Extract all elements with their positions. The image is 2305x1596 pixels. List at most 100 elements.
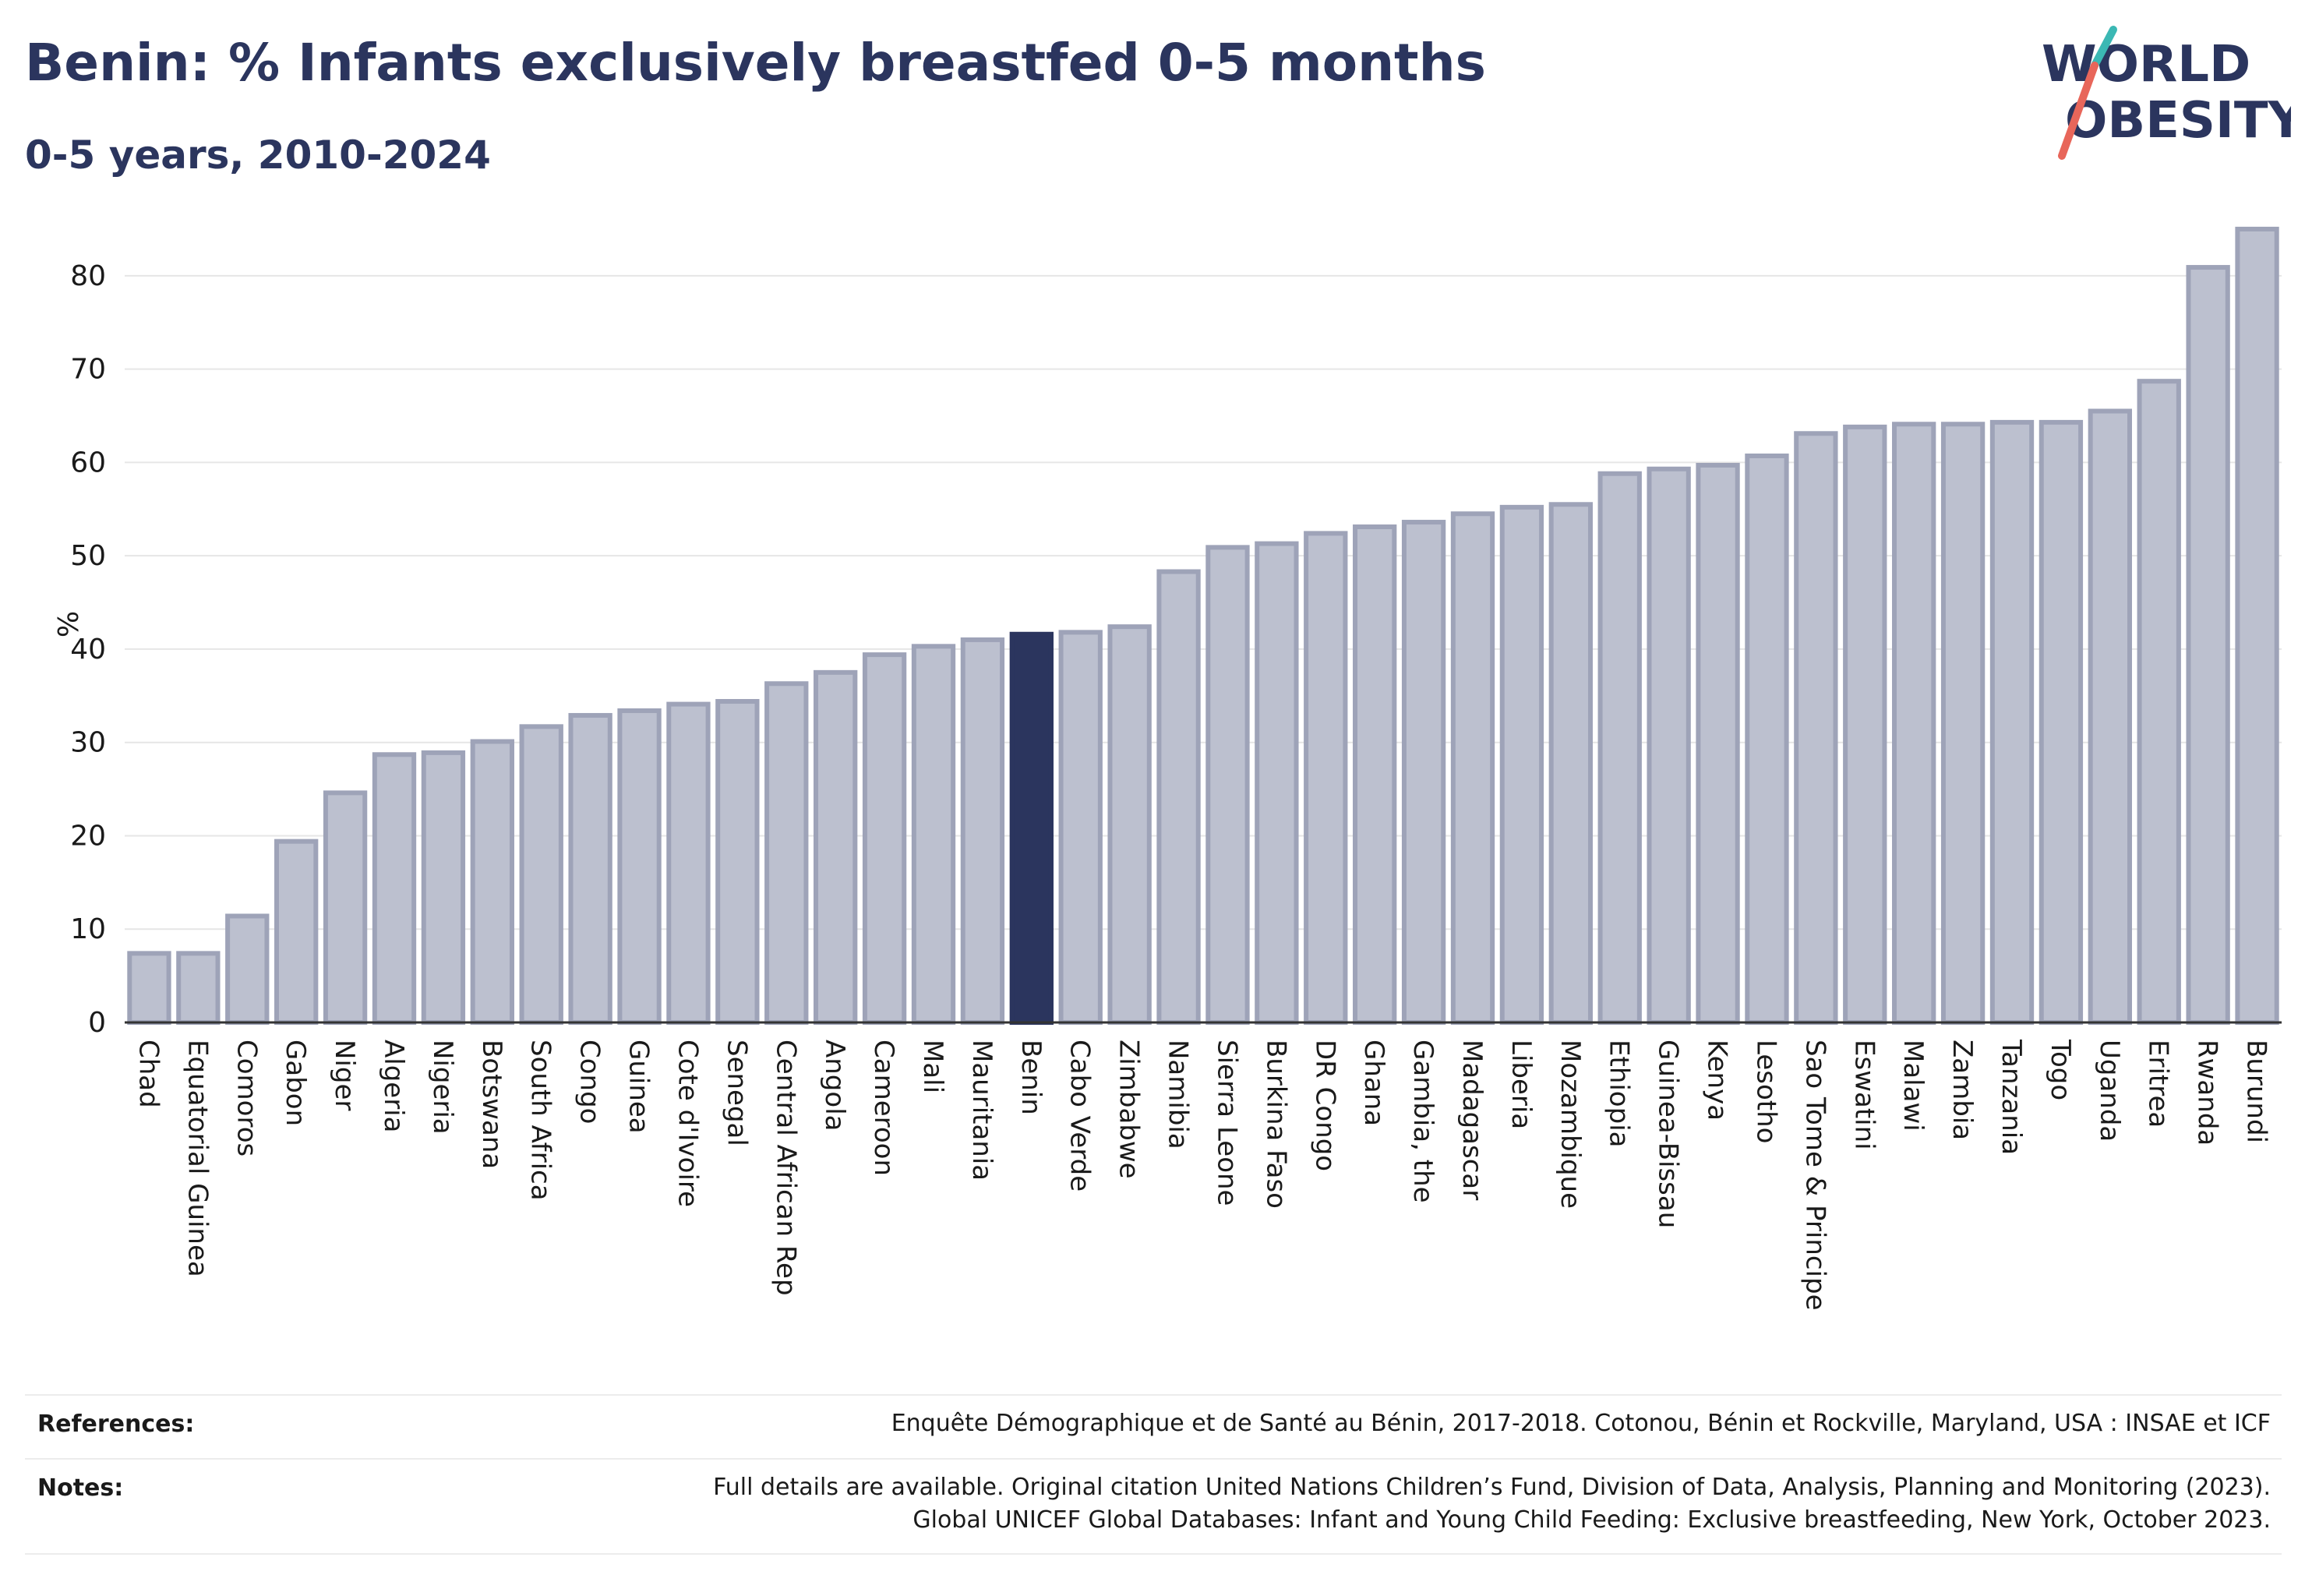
bar	[1058, 630, 1103, 1025]
x-tick-label: Eswatini	[1848, 1040, 1880, 1150]
bar	[470, 739, 514, 1025]
notes-line-2: Global UNICEF Global Databases: Infant a…	[912, 1506, 2271, 1534]
bar	[1548, 502, 1593, 1025]
y-tick-label: 0	[88, 1007, 106, 1039]
bar	[372, 752, 417, 1025]
bar	[1892, 422, 1936, 1025]
bar	[519, 724, 563, 1025]
x-tick-label: Togo	[2045, 1039, 2076, 1100]
x-tick-label: Sierra Leone	[1211, 1040, 1242, 1206]
x-tick-label: Namibia	[1163, 1040, 1194, 1149]
x-tick-label: Tanzania	[1996, 1039, 2027, 1155]
bar	[1499, 504, 1544, 1025]
bar	[421, 750, 466, 1025]
bar	[1255, 541, 1299, 1025]
x-tick-label: Rwanda	[2192, 1040, 2223, 1146]
y-tick-label: 80	[70, 260, 106, 292]
bar	[814, 669, 858, 1025]
notes-text: Full details are available. Original cit…	[713, 1471, 2271, 1537]
references-text: Enquête Démographique et de Santé au Bén…	[891, 1410, 2271, 1437]
bar	[568, 712, 612, 1025]
bar	[1647, 466, 1691, 1025]
bar	[1205, 545, 1250, 1025]
bar	[666, 701, 711, 1025]
footer-rule-bottom	[25, 1553, 2282, 1555]
logo-line1: WORLD	[2042, 36, 2250, 94]
x-tick-label: Mozambique	[1555, 1040, 1586, 1209]
bar	[764, 681, 809, 1025]
logo-slash-red	[2058, 62, 2099, 160]
bar	[1597, 471, 1642, 1025]
x-tick-label: Mali	[917, 1040, 948, 1093]
x-tick-label: Guinea-Bissau	[1653, 1040, 1684, 1228]
x-tick-label: Congo	[574, 1040, 605, 1124]
x-tick-label: Niger	[329, 1040, 360, 1110]
chart-subtitle: 0-5 years, 2010-2024	[25, 132, 491, 178]
x-tick-label: Sao Tome & Principe	[1799, 1040, 1830, 1311]
x-tick-label: Uganda	[2094, 1040, 2125, 1142]
bar	[1107, 624, 1152, 1025]
y-tick-label: 50	[70, 540, 106, 572]
bar	[274, 839, 319, 1026]
bar	[2235, 226, 2279, 1025]
bar	[1156, 569, 1201, 1025]
x-tick-label: Nigeria	[427, 1040, 458, 1135]
bar-chart: 0 10 20 30 40 50 60 70 80% Chad Equatorial Guinea C…	[51, 226, 2282, 1311]
world-obesity-logo: WORLD OBESITY	[2042, 26, 2291, 160]
y-tick-label: 60	[70, 447, 106, 478]
x-tick-label: Liberia	[1505, 1040, 1537, 1129]
x-tick-label: Central African Rep	[770, 1040, 801, 1296]
y-tick-label: 20	[70, 820, 106, 852]
x-tick-label: Gabon	[280, 1040, 311, 1126]
y-tick-label: 70	[70, 354, 106, 386]
bar	[2137, 379, 2181, 1025]
bar	[1401, 520, 1446, 1025]
x-tick-label: Eritrea	[2143, 1040, 2174, 1128]
x-tick-label: Guinea	[623, 1040, 655, 1134]
chart-title: Benin: % Infants exclusively breastfed 0…	[25, 33, 1486, 93]
x-tick-label: Ethiopia	[1604, 1040, 1635, 1147]
bar	[617, 708, 662, 1026]
y-tick-label: 40	[70, 634, 106, 666]
x-tick-label: Kenya	[1702, 1040, 1733, 1121]
x-tick-label: Lesotho	[1750, 1040, 1781, 1143]
x-tick-label: Ghana	[1358, 1040, 1389, 1126]
bar	[1794, 431, 1838, 1025]
bar	[1009, 631, 1054, 1026]
x-tick-label: Mauritania	[966, 1040, 997, 1181]
x-tick-label: Cabo Verde	[1064, 1040, 1096, 1192]
bar	[2186, 265, 2230, 1026]
x-tick-label: Madagascar	[1456, 1040, 1488, 1200]
logo-slash-teal	[2091, 26, 2117, 69]
bar	[2038, 419, 2084, 1025]
bar	[1989, 419, 2035, 1025]
bar	[862, 652, 907, 1026]
bar	[1450, 511, 1495, 1025]
bar	[715, 698, 760, 1025]
x-tick-label: Benin	[1015, 1040, 1047, 1115]
y-tick-label: 30	[70, 727, 106, 759]
x-tick-label: Burkina Faso	[1260, 1040, 1291, 1209]
x-tick-label: Comoros	[231, 1040, 262, 1156]
logo-line2: OBESITY	[2065, 92, 2291, 150]
bar	[127, 951, 171, 1025]
x-tick-label: Malawi	[1897, 1040, 1929, 1132]
x-tick-label: Equatorial Guinea	[182, 1040, 213, 1277]
bar	[225, 913, 270, 1025]
bar	[1353, 524, 1397, 1025]
x-tick-label: Algeria	[378, 1040, 409, 1132]
bar	[1940, 422, 1986, 1025]
bar	[960, 637, 1005, 1025]
x-tick-label: Burundi	[2241, 1040, 2272, 1143]
x-tick-label: Cameroon	[868, 1040, 899, 1176]
bar	[1696, 462, 1740, 1025]
bar	[323, 790, 368, 1026]
x-tick-label: Cote d'Ivoire	[672, 1040, 703, 1207]
x-tick-label: Senegal	[721, 1040, 752, 1146]
bar	[1843, 424, 1887, 1025]
footer-rule-middle	[25, 1458, 2282, 1460]
x-tick-label: South Africa	[525, 1040, 556, 1201]
x-tick-label: Botswana	[476, 1040, 507, 1169]
bar	[2088, 408, 2132, 1025]
bar	[911, 644, 956, 1025]
